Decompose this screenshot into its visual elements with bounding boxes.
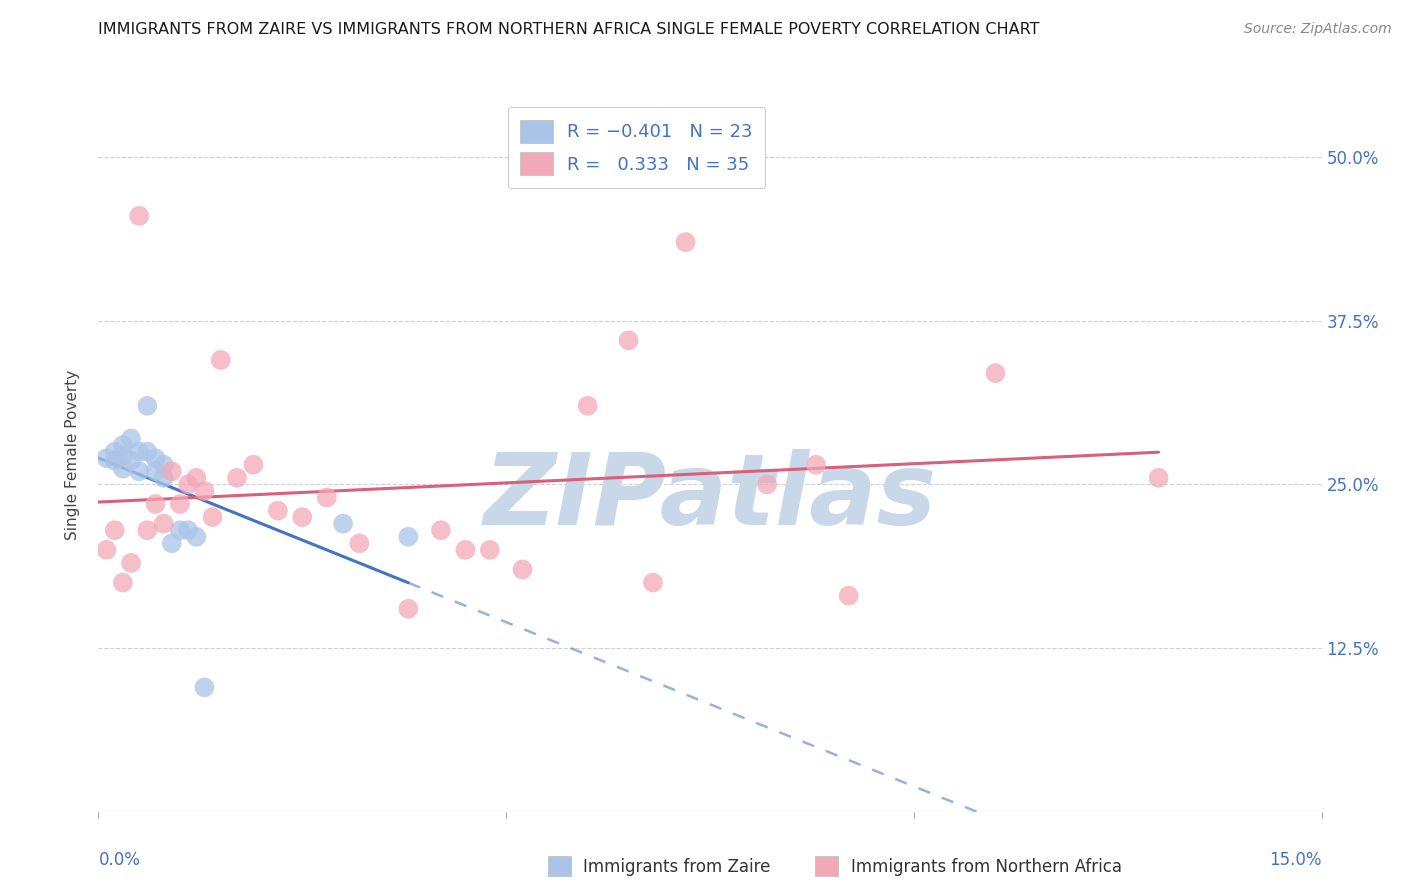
Point — [430, 523, 453, 537]
Point — [512, 562, 534, 576]
Point — [349, 536, 371, 550]
FancyBboxPatch shape — [815, 856, 838, 876]
Text: 0.0%: 0.0% — [98, 851, 141, 869]
Point — [186, 471, 208, 485]
Point — [454, 542, 477, 557]
Point — [104, 454, 127, 468]
Point — [96, 542, 118, 557]
Point — [177, 523, 200, 537]
Point — [804, 458, 827, 472]
Point — [315, 491, 337, 505]
Point — [242, 458, 264, 472]
Point — [396, 601, 419, 615]
Point — [145, 497, 167, 511]
Point — [152, 516, 174, 531]
Point — [641, 575, 664, 590]
Point — [1147, 471, 1170, 485]
Point — [145, 464, 167, 478]
Point — [169, 497, 191, 511]
Point — [226, 471, 249, 485]
Point — [291, 510, 314, 524]
Point — [128, 209, 150, 223]
Point — [111, 449, 134, 463]
Point — [675, 235, 697, 249]
Point — [169, 523, 191, 537]
Point — [136, 523, 159, 537]
Point — [111, 438, 134, 452]
Point — [209, 353, 232, 368]
Point — [186, 530, 208, 544]
Point — [136, 399, 159, 413]
Point — [396, 530, 419, 544]
Point — [111, 461, 134, 475]
FancyBboxPatch shape — [548, 856, 571, 876]
Point — [104, 444, 127, 458]
Point — [111, 575, 134, 590]
Point — [152, 471, 174, 485]
Point — [177, 477, 200, 491]
Y-axis label: Single Female Poverty: Single Female Poverty — [65, 370, 80, 540]
Point — [193, 681, 215, 695]
Point — [267, 503, 290, 517]
Point — [984, 366, 1007, 380]
Point — [120, 432, 142, 446]
Point — [193, 483, 215, 498]
Point — [201, 510, 224, 524]
Point — [152, 458, 174, 472]
Point — [756, 477, 779, 491]
Text: ZIPatlas: ZIPatlas — [484, 450, 936, 546]
Point — [617, 334, 640, 348]
Point — [478, 542, 501, 557]
Point — [136, 444, 159, 458]
Point — [128, 444, 150, 458]
Point — [96, 451, 118, 466]
Point — [332, 516, 354, 531]
Text: Immigrants from Zaire: Immigrants from Zaire — [583, 858, 770, 876]
Text: IMMIGRANTS FROM ZAIRE VS IMMIGRANTS FROM NORTHERN AFRICA SINGLE FEMALE POVERTY C: IMMIGRANTS FROM ZAIRE VS IMMIGRANTS FROM… — [98, 22, 1040, 37]
Point — [104, 523, 127, 537]
Point — [120, 454, 142, 468]
Text: 15.0%: 15.0% — [1270, 851, 1322, 869]
Point — [145, 451, 167, 466]
Point — [128, 464, 150, 478]
Point — [160, 536, 183, 550]
Text: Immigrants from Northern Africa: Immigrants from Northern Africa — [851, 858, 1122, 876]
Text: Source: ZipAtlas.com: Source: ZipAtlas.com — [1244, 22, 1392, 37]
Legend: R = −0.401   N = 23, R =   0.333   N = 35: R = −0.401 N = 23, R = 0.333 N = 35 — [508, 107, 765, 188]
Point — [838, 589, 860, 603]
Point — [160, 464, 183, 478]
Point — [576, 399, 599, 413]
Point — [120, 556, 142, 570]
